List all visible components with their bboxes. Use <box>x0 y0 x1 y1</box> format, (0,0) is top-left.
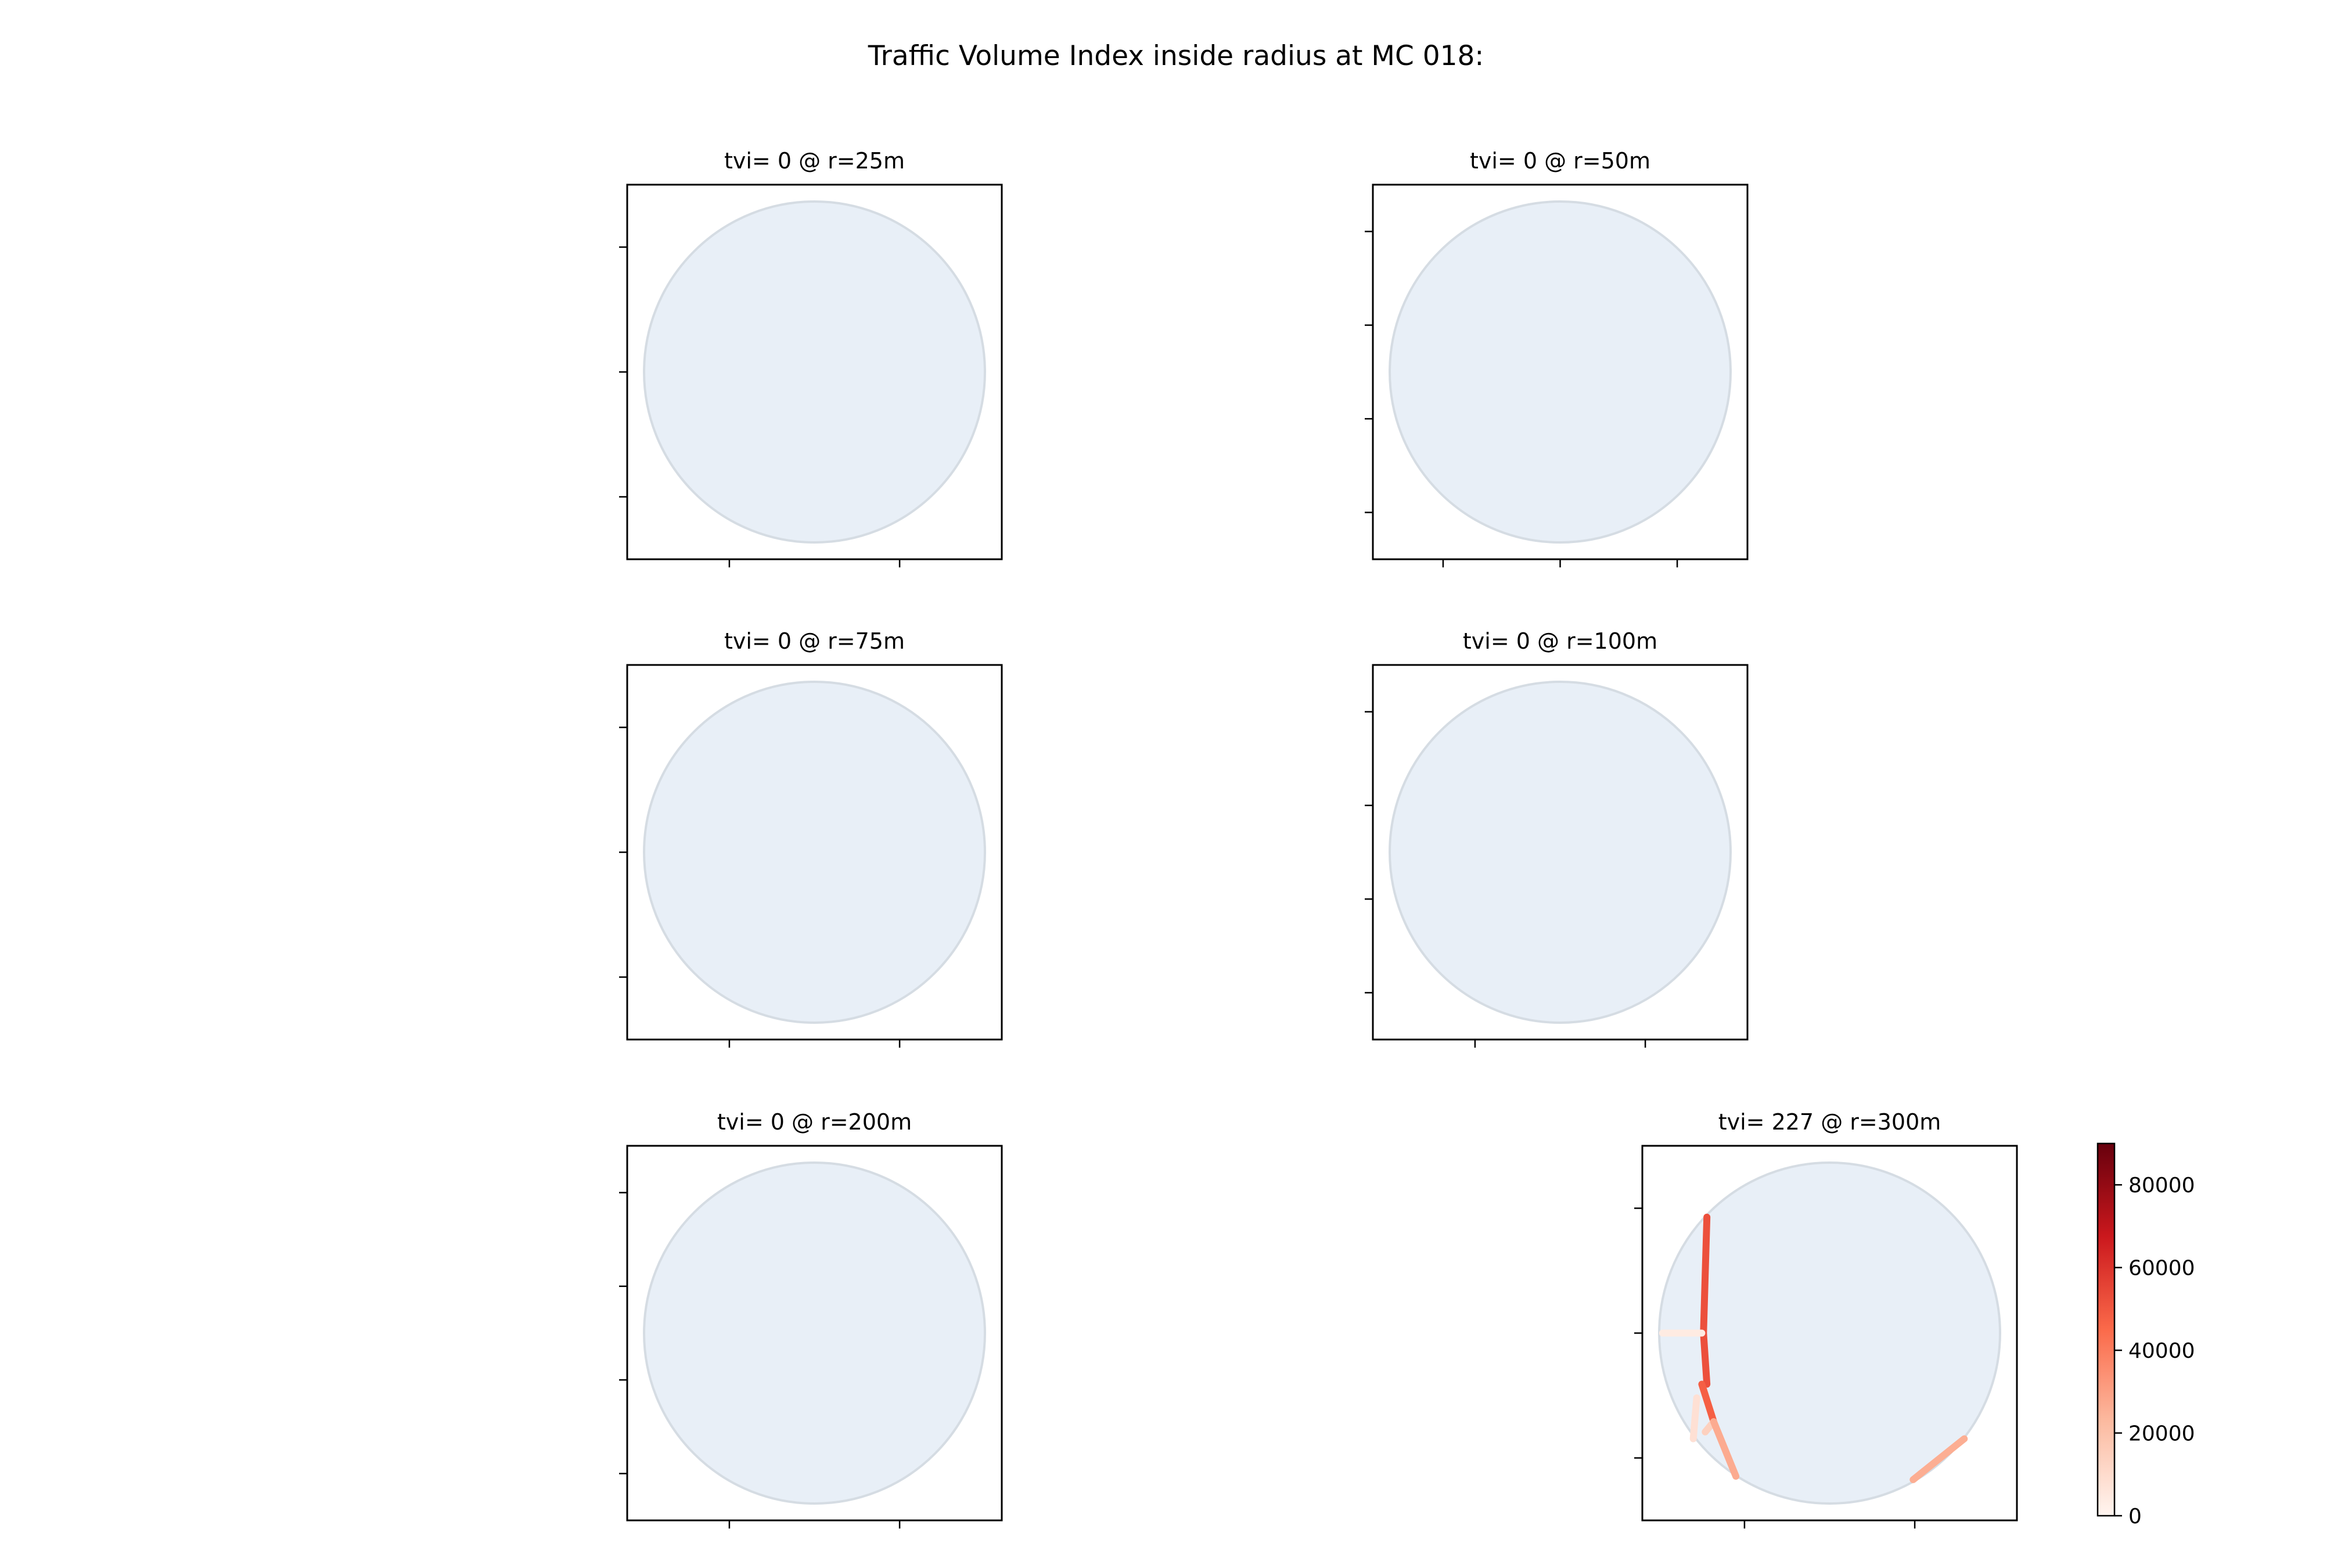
road-segment-4 <box>1689 1394 1700 1443</box>
colorbar-tick-label: 20000 <box>2128 1422 2195 1446</box>
subplot-title: tvi= 0 @ r=25m <box>724 148 905 174</box>
axes-frame <box>1372 664 1749 1041</box>
colorbar-ticks: 0 20000 40000 60000 80000 <box>2114 1174 2195 1529</box>
subplot-6: tvi= 227 @ r=300m <box>1634 1109 2018 1529</box>
colorbar-tick-label: 0 <box>2128 1505 2142 1529</box>
road-segment-6 <box>1710 1418 1740 1480</box>
radius-buffer-circle <box>643 1161 986 1505</box>
radius-buffer-circle <box>1389 200 1732 544</box>
radius-buffer-circle <box>643 681 986 1024</box>
road-segment-7 <box>1909 1435 1968 1483</box>
colorbar-tick-label: 80000 <box>2128 1174 2195 1197</box>
colorbar-tick-label: 60000 <box>2128 1257 2195 1281</box>
subplot-title: tvi= 0 @ r=75m <box>724 628 905 654</box>
road-segment-3 <box>1698 1380 1717 1426</box>
subplot-1: tvi= 0 @ r=25m <box>619 148 1003 567</box>
subplot-title: tvi= 0 @ r=50m <box>1470 148 1650 174</box>
radius-buffer-circle <box>1389 681 1732 1024</box>
colorbar-gradient <box>2096 1142 2116 1517</box>
axes-frame <box>626 1145 1003 1522</box>
subplot-4: tvi= 0 @ r=100m <box>1365 628 1749 1048</box>
subplot-title: tvi= 0 @ r=100m <box>1463 628 1657 654</box>
subplot-3: tvi= 0 @ r=75m <box>619 628 1003 1048</box>
subplot-grid: tvi= 0 @ r=25m tvi= 0 @ r=50m tvi= 0 @ r=7… <box>619 148 2018 1529</box>
colorbar-tick-label: 40000 <box>2128 1339 2195 1363</box>
subplot-title: tvi= 227 @ r=300m <box>1718 1109 1941 1135</box>
subplot-2: tvi= 0 @ r=50m <box>1365 148 1749 567</box>
radius-buffer-circle <box>643 200 986 544</box>
subplot-title: tvi= 0 @ r=200m <box>717 1109 912 1135</box>
subplot-5: tvi= 0 @ r=200m <box>619 1109 1003 1529</box>
road-segment-1 <box>1700 1213 1711 1388</box>
colorbar: 0 20000 40000 60000 80000 <box>2096 1142 2195 1529</box>
figure-title: Traffic Volume Index inside radius at MC… <box>868 40 1484 72</box>
